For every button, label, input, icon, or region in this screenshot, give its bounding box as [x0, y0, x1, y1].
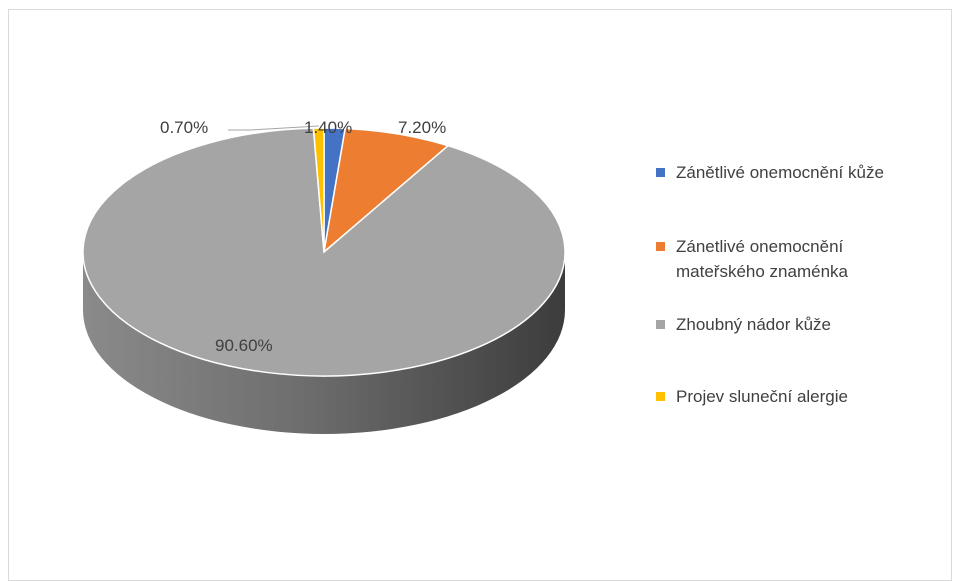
leader-line-slunecni-alergie: [228, 125, 319, 131]
pie-side-wall: [83, 252, 565, 434]
legend-swatch: [656, 392, 665, 401]
legend-item-zanetlive-znamenko: Zánetlivé onemocnění mateřského znaménka: [656, 234, 848, 284]
data-label-zanetlive-kuze: 1.40%: [304, 118, 353, 137]
data-label-slunecni-alergie: 0.70%: [160, 118, 209, 137]
legend-label: mateřského znaménka: [676, 262, 848, 281]
legend-item-zhoubny-nador: Zhoubný nádor kůže: [656, 312, 831, 337]
legend-swatch: [656, 320, 665, 329]
legend-label: Projev sluneční alergie: [676, 387, 848, 406]
legend-swatch: [656, 168, 665, 177]
legend-label: Zánetlivé onemocnění: [676, 237, 844, 256]
slice-zanetlive-znamenko: [322, 127, 450, 254]
legend-label: Zánětlivé onemocnění kůže: [676, 163, 884, 182]
data-label-zanetlive-znamenko: 7.20%: [398, 118, 447, 137]
legend-label: Zhoubný nádor kůže: [676, 315, 831, 334]
legend-swatch: [656, 242, 665, 251]
data-label-zhoubny-nador: 90.60%: [215, 336, 273, 355]
slice-zhoubny-nador: [82, 127, 566, 377]
slice-slunecni-alergie: [312, 127, 325, 253]
legend-item-zanetlive-kuze: Zánětlivé onemocnění kůže: [656, 160, 884, 185]
legend-item-slunecni-alergie: Projev sluneční alergie: [656, 384, 848, 409]
